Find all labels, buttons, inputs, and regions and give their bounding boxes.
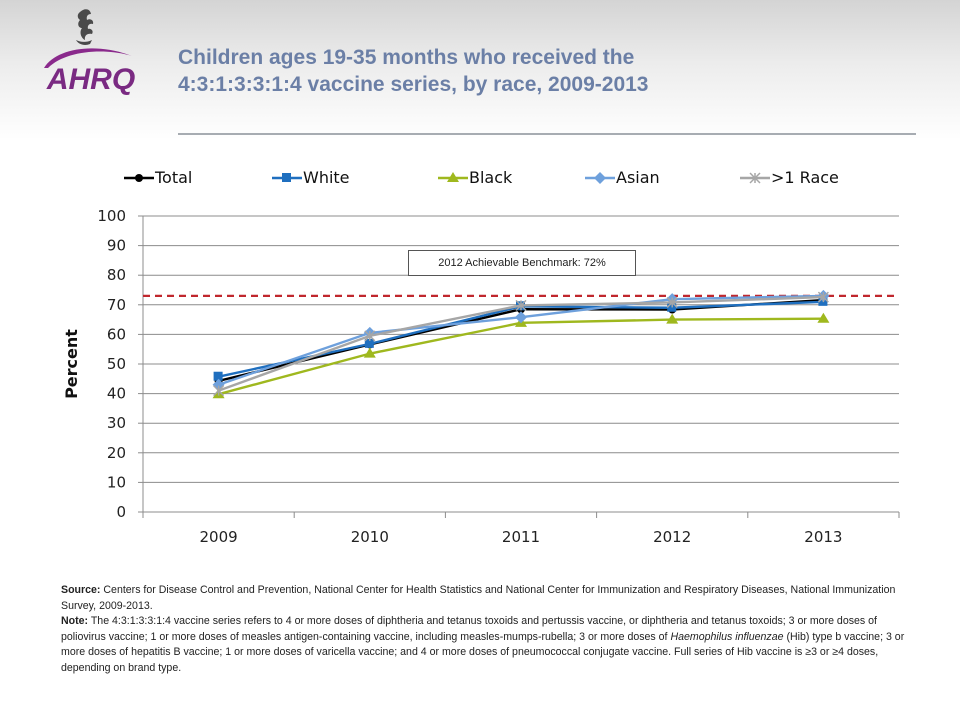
note-italic: Haemophilus influenzae	[670, 630, 784, 643]
data-point-1-race	[364, 330, 376, 342]
data-point-1-race	[666, 296, 678, 308]
y-axis-label: Percent	[62, 329, 81, 399]
benchmark-label: 2012 Achievable Benchmark: 72%	[408, 250, 636, 276]
note-text-part-1: The 4:3:1:3:3:1:4 vaccine series refers …	[61, 615, 877, 643]
y-tick-label: 40	[107, 385, 126, 403]
y-tick-label: 80	[107, 266, 126, 284]
legend-label-asian: Asian	[616, 168, 660, 187]
header-divider	[178, 133, 916, 135]
page-title-line-2: 4:3:1:3:3:1:4 vaccine series, by race, 2…	[178, 73, 649, 96]
legend-marker-1-race	[749, 172, 761, 184]
legend-marker-black	[447, 172, 459, 182]
data-point-1-race	[817, 291, 829, 303]
x-tick-label: 2013	[804, 528, 842, 546]
svg-text:AHRQ: AHRQ	[46, 63, 135, 96]
data-point-asian	[515, 311, 527, 324]
legend-label-black: Black	[469, 168, 513, 187]
y-tick-label: 20	[107, 444, 126, 462]
note-text-part-2: (Hib) type b vaccine; 3 or more doses of…	[61, 630, 905, 674]
legend-marker-asian	[594, 172, 606, 184]
data-point-black	[363, 347, 376, 358]
legend-label-white: White	[303, 168, 350, 187]
data-point-1-race	[213, 385, 225, 397]
source-note: Source: Centers for Disease Control and …	[61, 583, 911, 614]
x-tick-label: 2010	[351, 528, 389, 546]
note-text: Note: The 4:3:1:3:3:1:4 vaccine series r…	[61, 614, 911, 676]
page-title-line-1: Children ages 19-35 months who received …	[178, 46, 635, 69]
y-tick-label: 100	[97, 207, 126, 225]
y-tick-label: 70	[107, 296, 126, 314]
source-text: Centers for Disease Control and Preventi…	[61, 584, 896, 612]
ahrq-logo: AHRQ	[44, 9, 135, 96]
y-tick-label: 90	[107, 237, 126, 255]
x-tick-label: 2009	[200, 528, 238, 546]
data-point-white	[364, 338, 374, 348]
data-point-black	[666, 313, 679, 324]
x-tick-label: 2012	[653, 528, 691, 546]
data-point-black	[817, 312, 830, 323]
x-tick-label: 2011	[502, 528, 540, 546]
y-tick-label: 50	[107, 355, 126, 373]
y-tick-label: 60	[107, 325, 126, 343]
y-tick-label: 30	[107, 414, 126, 432]
y-tick-label: 10	[107, 473, 126, 491]
data-point-white	[213, 371, 223, 381]
y-tick-label: 0	[116, 503, 126, 521]
footnotes: Source: Centers for Disease Control and …	[61, 583, 911, 677]
page-title: Children ages 19-35 months who received …	[178, 44, 938, 98]
legend-marker-total	[135, 174, 143, 182]
legend-label-1-race: >1 Race	[771, 168, 839, 187]
note-label: Note:	[61, 615, 89, 628]
source-label: Source:	[61, 584, 101, 596]
header-background	[0, 0, 960, 140]
legend-label-total: Total	[154, 168, 192, 187]
legend-marker-white	[282, 173, 291, 182]
hhs-eagle-icon	[76, 9, 94, 45]
line-chart: 0 10 20 30 40 50 60 70 80 90 100 2009 2010 2011 2012 20…	[62, 168, 900, 546]
data-point-1-race	[515, 299, 527, 311]
